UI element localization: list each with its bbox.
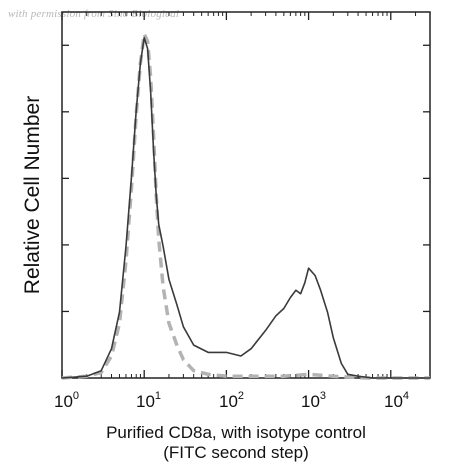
x-minor-ticks [86,12,431,378]
x-tick-label-2: 102 [219,390,244,411]
x-axis-title-line1: Purified CD8a, with isotype control [106,423,366,442]
plot-border [61,11,431,379]
x-axis-title-line2: (FITC second step) [163,443,309,462]
series-line-1 [61,32,430,380]
x-tick-label-4: 104 [384,390,409,411]
x-tick-label-0: 100 [54,390,79,411]
x-tick-labels: 100 101 102 103 104 [54,390,409,411]
y-axis-title: Relative Cell Number [21,96,44,294]
x-major-ticks [61,12,392,378]
x-tick-label-3: 103 [301,390,326,411]
watermark-text: with permission from Sino Biological [8,8,180,20]
series-layer [61,32,430,380]
plot-frame [61,11,431,379]
x-tick-label-1: 101 [136,390,161,411]
series-line-0 [61,36,430,379]
y-ticks [62,44,430,313]
